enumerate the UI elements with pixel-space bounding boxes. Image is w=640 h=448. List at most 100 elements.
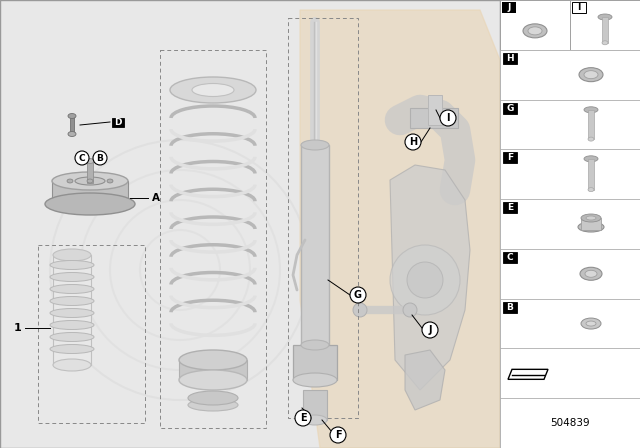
Ellipse shape	[188, 399, 238, 411]
Ellipse shape	[192, 83, 234, 96]
Ellipse shape	[301, 340, 329, 350]
Text: E: E	[300, 413, 307, 423]
Circle shape	[295, 410, 311, 426]
Bar	[410, 108, 458, 128]
Text: 1: 1	[14, 323, 22, 333]
Ellipse shape	[585, 270, 597, 277]
Ellipse shape	[584, 156, 598, 162]
Text: G: G	[506, 103, 514, 112]
Polygon shape	[508, 369, 548, 379]
Polygon shape	[390, 165, 470, 390]
Circle shape	[93, 151, 107, 165]
Text: A: A	[152, 193, 160, 203]
Ellipse shape	[68, 132, 76, 137]
Bar	[503, 152, 517, 164]
Bar	[52, 181, 128, 206]
Text: J: J	[508, 3, 511, 12]
Ellipse shape	[303, 415, 327, 425]
FancyBboxPatch shape	[112, 117, 124, 126]
Ellipse shape	[584, 71, 598, 79]
Bar	[70, 116, 74, 134]
Bar	[428, 95, 442, 125]
Text: B: B	[97, 154, 104, 163]
Bar	[500, 99, 640, 149]
Circle shape	[75, 151, 89, 165]
Bar	[500, 299, 640, 349]
Bar	[500, 0, 570, 50]
Bar	[503, 103, 517, 113]
Bar	[500, 199, 640, 249]
Ellipse shape	[528, 27, 542, 35]
Ellipse shape	[45, 193, 135, 215]
Ellipse shape	[75, 177, 105, 185]
Ellipse shape	[598, 14, 612, 20]
Ellipse shape	[53, 249, 91, 261]
Circle shape	[422, 322, 438, 338]
Ellipse shape	[68, 113, 76, 119]
Bar	[503, 252, 517, 263]
Text: F: F	[507, 153, 513, 162]
Circle shape	[407, 262, 443, 298]
Bar	[87, 161, 93, 183]
Text: D: D	[115, 117, 122, 126]
Ellipse shape	[581, 214, 601, 222]
Circle shape	[353, 303, 367, 317]
Ellipse shape	[584, 107, 598, 113]
Polygon shape	[405, 350, 445, 410]
Bar	[503, 302, 517, 313]
Ellipse shape	[523, 24, 547, 38]
Ellipse shape	[301, 140, 329, 150]
Bar	[503, 202, 517, 213]
Bar	[293, 345, 337, 380]
Ellipse shape	[50, 345, 94, 353]
Polygon shape	[300, 10, 500, 448]
Bar	[588, 110, 594, 139]
Text: G: G	[354, 290, 362, 300]
Bar	[179, 360, 247, 380]
Text: I: I	[446, 113, 450, 123]
Text: I: I	[577, 3, 580, 12]
Ellipse shape	[50, 260, 94, 270]
Ellipse shape	[52, 172, 128, 190]
Bar	[500, 50, 640, 99]
Bar	[53, 255, 91, 365]
Ellipse shape	[580, 267, 602, 280]
Bar	[500, 249, 640, 299]
Bar	[303, 390, 327, 420]
Ellipse shape	[188, 391, 238, 405]
Bar	[0, 0, 500, 448]
Bar	[572, 2, 586, 13]
Text: J: J	[428, 325, 432, 335]
Bar	[500, 398, 640, 448]
Ellipse shape	[50, 272, 94, 281]
Ellipse shape	[586, 321, 596, 326]
Text: C: C	[79, 154, 85, 163]
Circle shape	[350, 287, 366, 303]
Ellipse shape	[293, 373, 337, 387]
Ellipse shape	[179, 350, 247, 370]
Text: H: H	[409, 137, 417, 147]
Ellipse shape	[50, 320, 94, 329]
Text: F: F	[335, 430, 341, 440]
Bar	[602, 17, 608, 43]
Bar	[570, 0, 640, 50]
Ellipse shape	[50, 309, 94, 318]
Bar	[500, 349, 640, 398]
Text: E: E	[507, 203, 513, 212]
Ellipse shape	[50, 284, 94, 293]
Bar	[500, 149, 640, 199]
Ellipse shape	[87, 179, 93, 183]
Ellipse shape	[86, 159, 94, 164]
Ellipse shape	[588, 188, 594, 192]
Ellipse shape	[581, 318, 601, 329]
Ellipse shape	[602, 41, 608, 45]
Ellipse shape	[50, 297, 94, 306]
Circle shape	[405, 134, 421, 150]
Bar	[301, 145, 329, 345]
Bar	[500, 0, 640, 448]
Ellipse shape	[170, 77, 256, 103]
Text: 504839: 504839	[550, 418, 590, 428]
Text: C: C	[507, 253, 513, 262]
Circle shape	[440, 110, 456, 126]
Bar	[581, 218, 601, 230]
